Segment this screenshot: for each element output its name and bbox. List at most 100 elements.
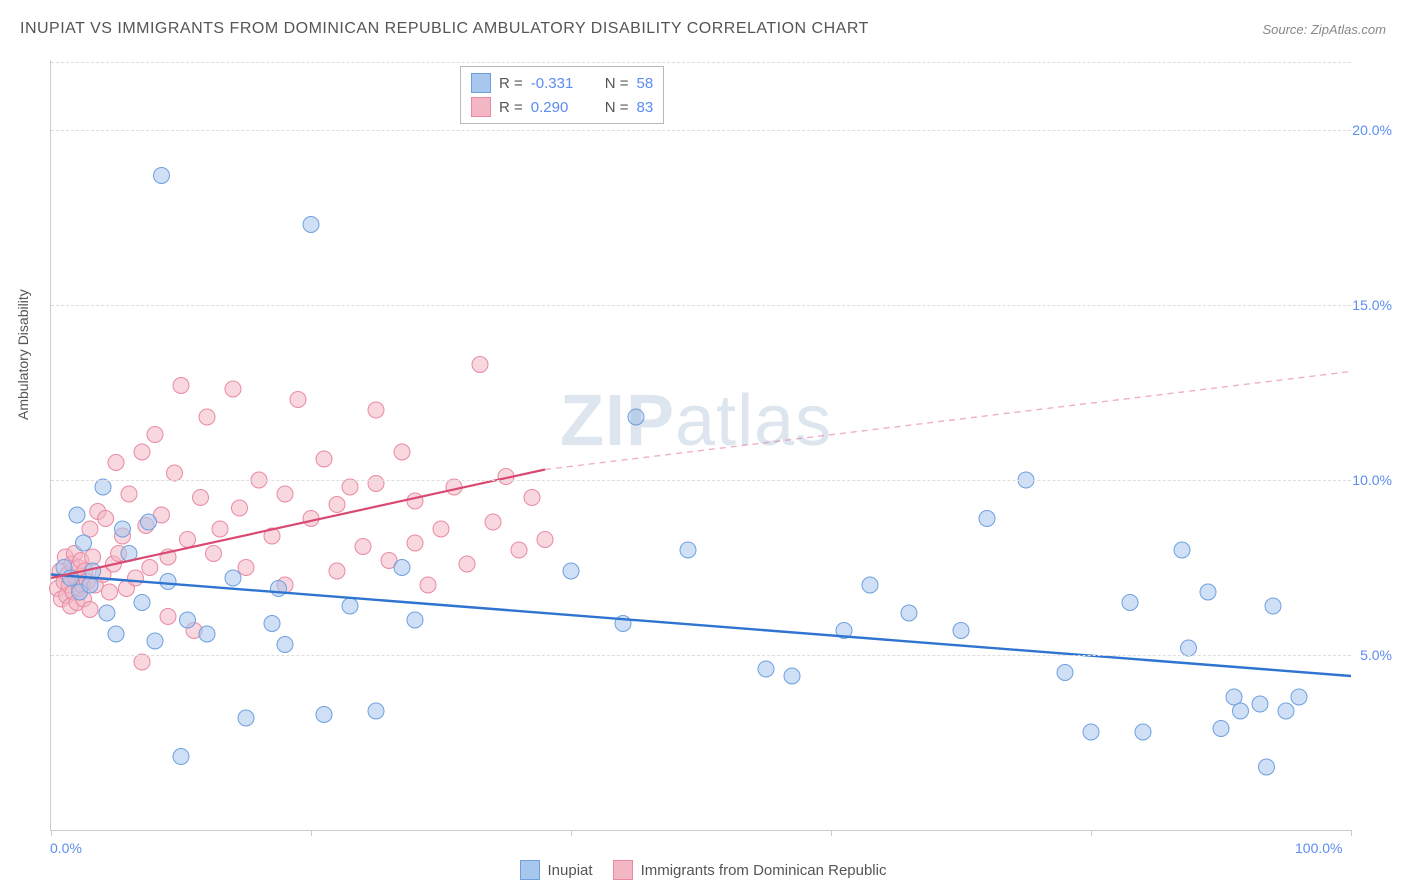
data-point <box>167 465 183 481</box>
data-point <box>472 357 488 373</box>
source-site: ZipAtlas.com <box>1311 22 1386 37</box>
x-tick <box>831 830 832 836</box>
data-point <box>238 560 254 576</box>
data-point <box>563 563 579 579</box>
data-point <box>1265 598 1281 614</box>
data-point <box>238 710 254 726</box>
x-tick <box>1091 830 1092 836</box>
data-point <box>108 626 124 642</box>
y-tick-label: 5.0% <box>1360 647 1392 663</box>
x-tick <box>51 830 52 836</box>
legend-swatch-series-0 <box>471 73 491 93</box>
data-point <box>1259 759 1275 775</box>
data-point <box>1083 724 1099 740</box>
x-tick <box>1351 830 1352 836</box>
legend-item: Inupiat <box>520 860 593 880</box>
data-point <box>160 609 176 625</box>
data-point <box>134 595 150 611</box>
gridline <box>51 655 1351 656</box>
data-point <box>193 490 209 506</box>
x-tick-label: 100.0% <box>1295 840 1342 856</box>
data-point <box>368 476 384 492</box>
data-point <box>459 556 475 572</box>
data-point <box>394 444 410 460</box>
data-point <box>98 511 114 527</box>
data-point <box>329 563 345 579</box>
data-point <box>368 703 384 719</box>
gridline <box>51 130 1351 131</box>
n-value-series-0: 58 <box>637 75 654 92</box>
data-point <box>180 612 196 628</box>
data-point <box>128 570 144 586</box>
data-point <box>1233 703 1249 719</box>
data-point <box>154 168 170 184</box>
chart-title: INUPIAT VS IMMIGRANTS FROM DOMINICAN REP… <box>20 20 869 38</box>
data-point <box>99 605 115 621</box>
source-prefix: Source: <box>1262 22 1310 37</box>
data-point <box>82 602 98 618</box>
r-value-series-1: 0.290 <box>531 99 591 116</box>
correlation-legend-row: R = 0.290 N = 83 <box>471 95 653 119</box>
x-tick-label: 0.0% <box>50 840 82 856</box>
data-point <box>134 654 150 670</box>
data-point <box>303 217 319 233</box>
data-point <box>901 605 917 621</box>
data-point <box>95 479 111 495</box>
data-point <box>82 577 98 593</box>
data-point <box>76 535 92 551</box>
trend-line <box>545 372 1351 470</box>
x-tick <box>311 830 312 836</box>
y-tick-label: 20.0% <box>1352 122 1392 138</box>
data-point <box>1057 665 1073 681</box>
data-point <box>680 542 696 558</box>
data-point <box>141 514 157 530</box>
series-legend: Inupiat Immigrants from Dominican Republ… <box>0 860 1406 880</box>
r-label: R = <box>499 75 523 92</box>
y-axis-label: Ambulatory Disability <box>15 289 31 420</box>
data-point <box>303 511 319 527</box>
n-label: N = <box>605 75 629 92</box>
data-point <box>407 612 423 628</box>
legend-swatch-dominican <box>613 860 633 880</box>
source-attribution: Source: ZipAtlas.com <box>1262 22 1386 37</box>
r-value-series-0: -0.331 <box>531 75 591 92</box>
data-point <box>142 560 158 576</box>
chart-plot-area <box>50 60 1351 831</box>
gridline <box>51 305 1351 306</box>
data-point <box>115 521 131 537</box>
data-point <box>1278 703 1294 719</box>
data-point <box>1213 721 1229 737</box>
data-point <box>212 521 228 537</box>
data-point <box>316 451 332 467</box>
data-point <box>180 532 196 548</box>
data-point <box>199 409 215 425</box>
data-point <box>1252 696 1268 712</box>
legend-item: Immigrants from Dominican Republic <box>613 860 887 880</box>
y-tick-label: 10.0% <box>1352 472 1392 488</box>
data-point <box>407 535 423 551</box>
data-point <box>199 626 215 642</box>
data-point <box>368 402 384 418</box>
data-point <box>758 661 774 677</box>
data-point <box>1135 724 1151 740</box>
data-point <box>433 521 449 537</box>
data-point <box>121 486 137 502</box>
data-point <box>979 511 995 527</box>
legend-swatch-series-1 <box>471 97 491 117</box>
legend-swatch-inupiat <box>520 860 540 880</box>
y-tick-label: 15.0% <box>1352 297 1392 313</box>
data-point <box>1200 584 1216 600</box>
data-point <box>342 479 358 495</box>
data-point <box>102 584 118 600</box>
data-point <box>277 637 293 653</box>
data-point <box>784 668 800 684</box>
data-point <box>1174 542 1190 558</box>
data-point <box>173 749 189 765</box>
trend-line <box>51 575 1351 677</box>
gridline <box>51 480 1351 481</box>
data-point <box>407 493 423 509</box>
gridline <box>51 62 1351 63</box>
data-point <box>277 486 293 502</box>
data-point <box>953 623 969 639</box>
data-point <box>394 560 410 576</box>
